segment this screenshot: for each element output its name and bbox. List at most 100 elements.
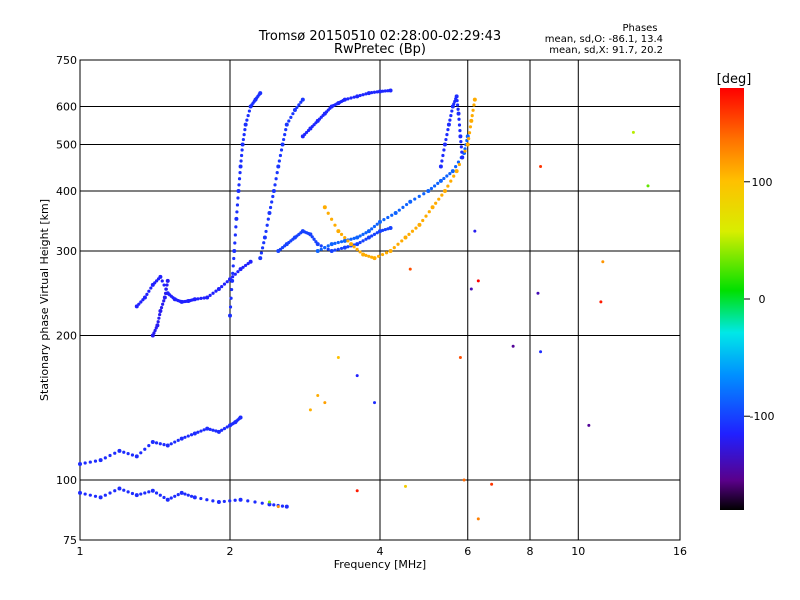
echo-point bbox=[271, 189, 276, 194]
y-axis-label: Stationary phase Virtual Height [km] bbox=[38, 199, 51, 401]
x-tick-label: 1 bbox=[77, 545, 84, 558]
echo-point bbox=[303, 132, 307, 136]
echo-point bbox=[231, 264, 235, 268]
echo-point bbox=[241, 137, 245, 142]
echo-point bbox=[258, 256, 263, 261]
trace-4 bbox=[258, 97, 305, 261]
echo-point bbox=[372, 224, 377, 229]
echo-point bbox=[126, 452, 130, 456]
echo-point bbox=[392, 246, 396, 250]
y-tick-label: 300 bbox=[56, 245, 77, 258]
echo-point bbox=[162, 283, 166, 287]
echo-point bbox=[228, 499, 232, 503]
echo-point bbox=[449, 179, 453, 183]
echo-point bbox=[383, 89, 387, 93]
echo-point bbox=[234, 216, 239, 221]
echo-point bbox=[292, 108, 297, 113]
echo-point bbox=[238, 415, 243, 420]
echo-point bbox=[336, 229, 341, 234]
echo-point bbox=[153, 328, 157, 333]
x-tick-label: 4 bbox=[377, 545, 384, 558]
echo-point bbox=[117, 486, 122, 491]
echo-point bbox=[247, 109, 251, 113]
echo-point bbox=[404, 202, 409, 207]
echo-point bbox=[440, 159, 444, 163]
echo-point bbox=[382, 218, 386, 222]
echo-point bbox=[220, 284, 224, 289]
scatter-point bbox=[476, 517, 480, 521]
echo-point bbox=[349, 96, 353, 100]
echo-point bbox=[442, 142, 447, 147]
echo-point bbox=[186, 493, 190, 497]
echo-point bbox=[388, 249, 393, 254]
echo-point bbox=[229, 296, 233, 300]
echo-point bbox=[242, 132, 246, 137]
scatter-point bbox=[601, 260, 605, 264]
echo-point bbox=[202, 428, 206, 432]
echo-point bbox=[233, 498, 237, 502]
echo-point bbox=[233, 233, 237, 237]
stats-line-x: mean, sd,X: 91.7, 20.2 bbox=[549, 45, 663, 56]
echo-point bbox=[248, 259, 253, 264]
scatter-point bbox=[355, 374, 359, 378]
echo-point bbox=[169, 496, 173, 500]
scatter-point bbox=[462, 478, 466, 482]
echo-point bbox=[243, 263, 248, 268]
echo-point bbox=[262, 235, 267, 240]
echo-point bbox=[160, 279, 164, 283]
echo-point bbox=[349, 237, 353, 241]
scatter-point bbox=[646, 184, 650, 188]
echo-point bbox=[277, 159, 281, 163]
echo-point bbox=[225, 280, 229, 284]
echo-point bbox=[463, 147, 467, 151]
echo-point bbox=[282, 137, 286, 142]
echo-point bbox=[157, 316, 161, 320]
echo-point bbox=[339, 232, 344, 237]
y-tick-label: 750 bbox=[56, 54, 77, 67]
echo-point bbox=[446, 184, 450, 188]
echo-point bbox=[205, 295, 210, 300]
echo-point bbox=[407, 232, 411, 236]
echo-point bbox=[122, 450, 126, 454]
scatter-point bbox=[458, 355, 462, 359]
echo-point bbox=[103, 493, 107, 497]
echo-point bbox=[299, 100, 303, 104]
echo-point bbox=[445, 174, 449, 178]
echo-point bbox=[448, 171, 452, 176]
echo-point bbox=[358, 234, 362, 238]
echo-point bbox=[446, 128, 450, 132]
echo-point bbox=[467, 137, 471, 141]
scatter-point bbox=[599, 300, 603, 304]
echo-point bbox=[352, 236, 356, 240]
echo-point bbox=[372, 232, 377, 236]
echo-point bbox=[268, 205, 273, 210]
echo-point bbox=[465, 142, 470, 147]
echo-point bbox=[361, 93, 365, 97]
echo-point bbox=[93, 494, 98, 498]
echo-point bbox=[355, 235, 360, 240]
scatter-point bbox=[355, 489, 359, 493]
echo-point bbox=[463, 149, 467, 153]
echo-point bbox=[346, 245, 350, 249]
echo-point bbox=[259, 251, 264, 255]
echo-point bbox=[456, 107, 460, 111]
echo-point bbox=[469, 118, 474, 123]
echo-point bbox=[364, 231, 368, 235]
echo-point bbox=[323, 245, 327, 250]
echo-point bbox=[315, 242, 320, 247]
echo-point bbox=[199, 296, 203, 301]
echo-point bbox=[154, 441, 159, 445]
scatter-point bbox=[473, 229, 477, 233]
echo-point bbox=[143, 447, 147, 451]
echo-point bbox=[243, 128, 247, 132]
y-tick-label: 100 bbox=[56, 474, 77, 487]
echo-point bbox=[455, 103, 460, 107]
echo-point bbox=[386, 215, 390, 220]
echo-point bbox=[147, 289, 151, 293]
scatter-point bbox=[631, 130, 635, 134]
echo-point bbox=[233, 272, 237, 276]
echo-point bbox=[333, 223, 337, 227]
echo-point bbox=[161, 302, 165, 306]
echo-point bbox=[196, 297, 200, 301]
echo-point bbox=[237, 183, 241, 187]
